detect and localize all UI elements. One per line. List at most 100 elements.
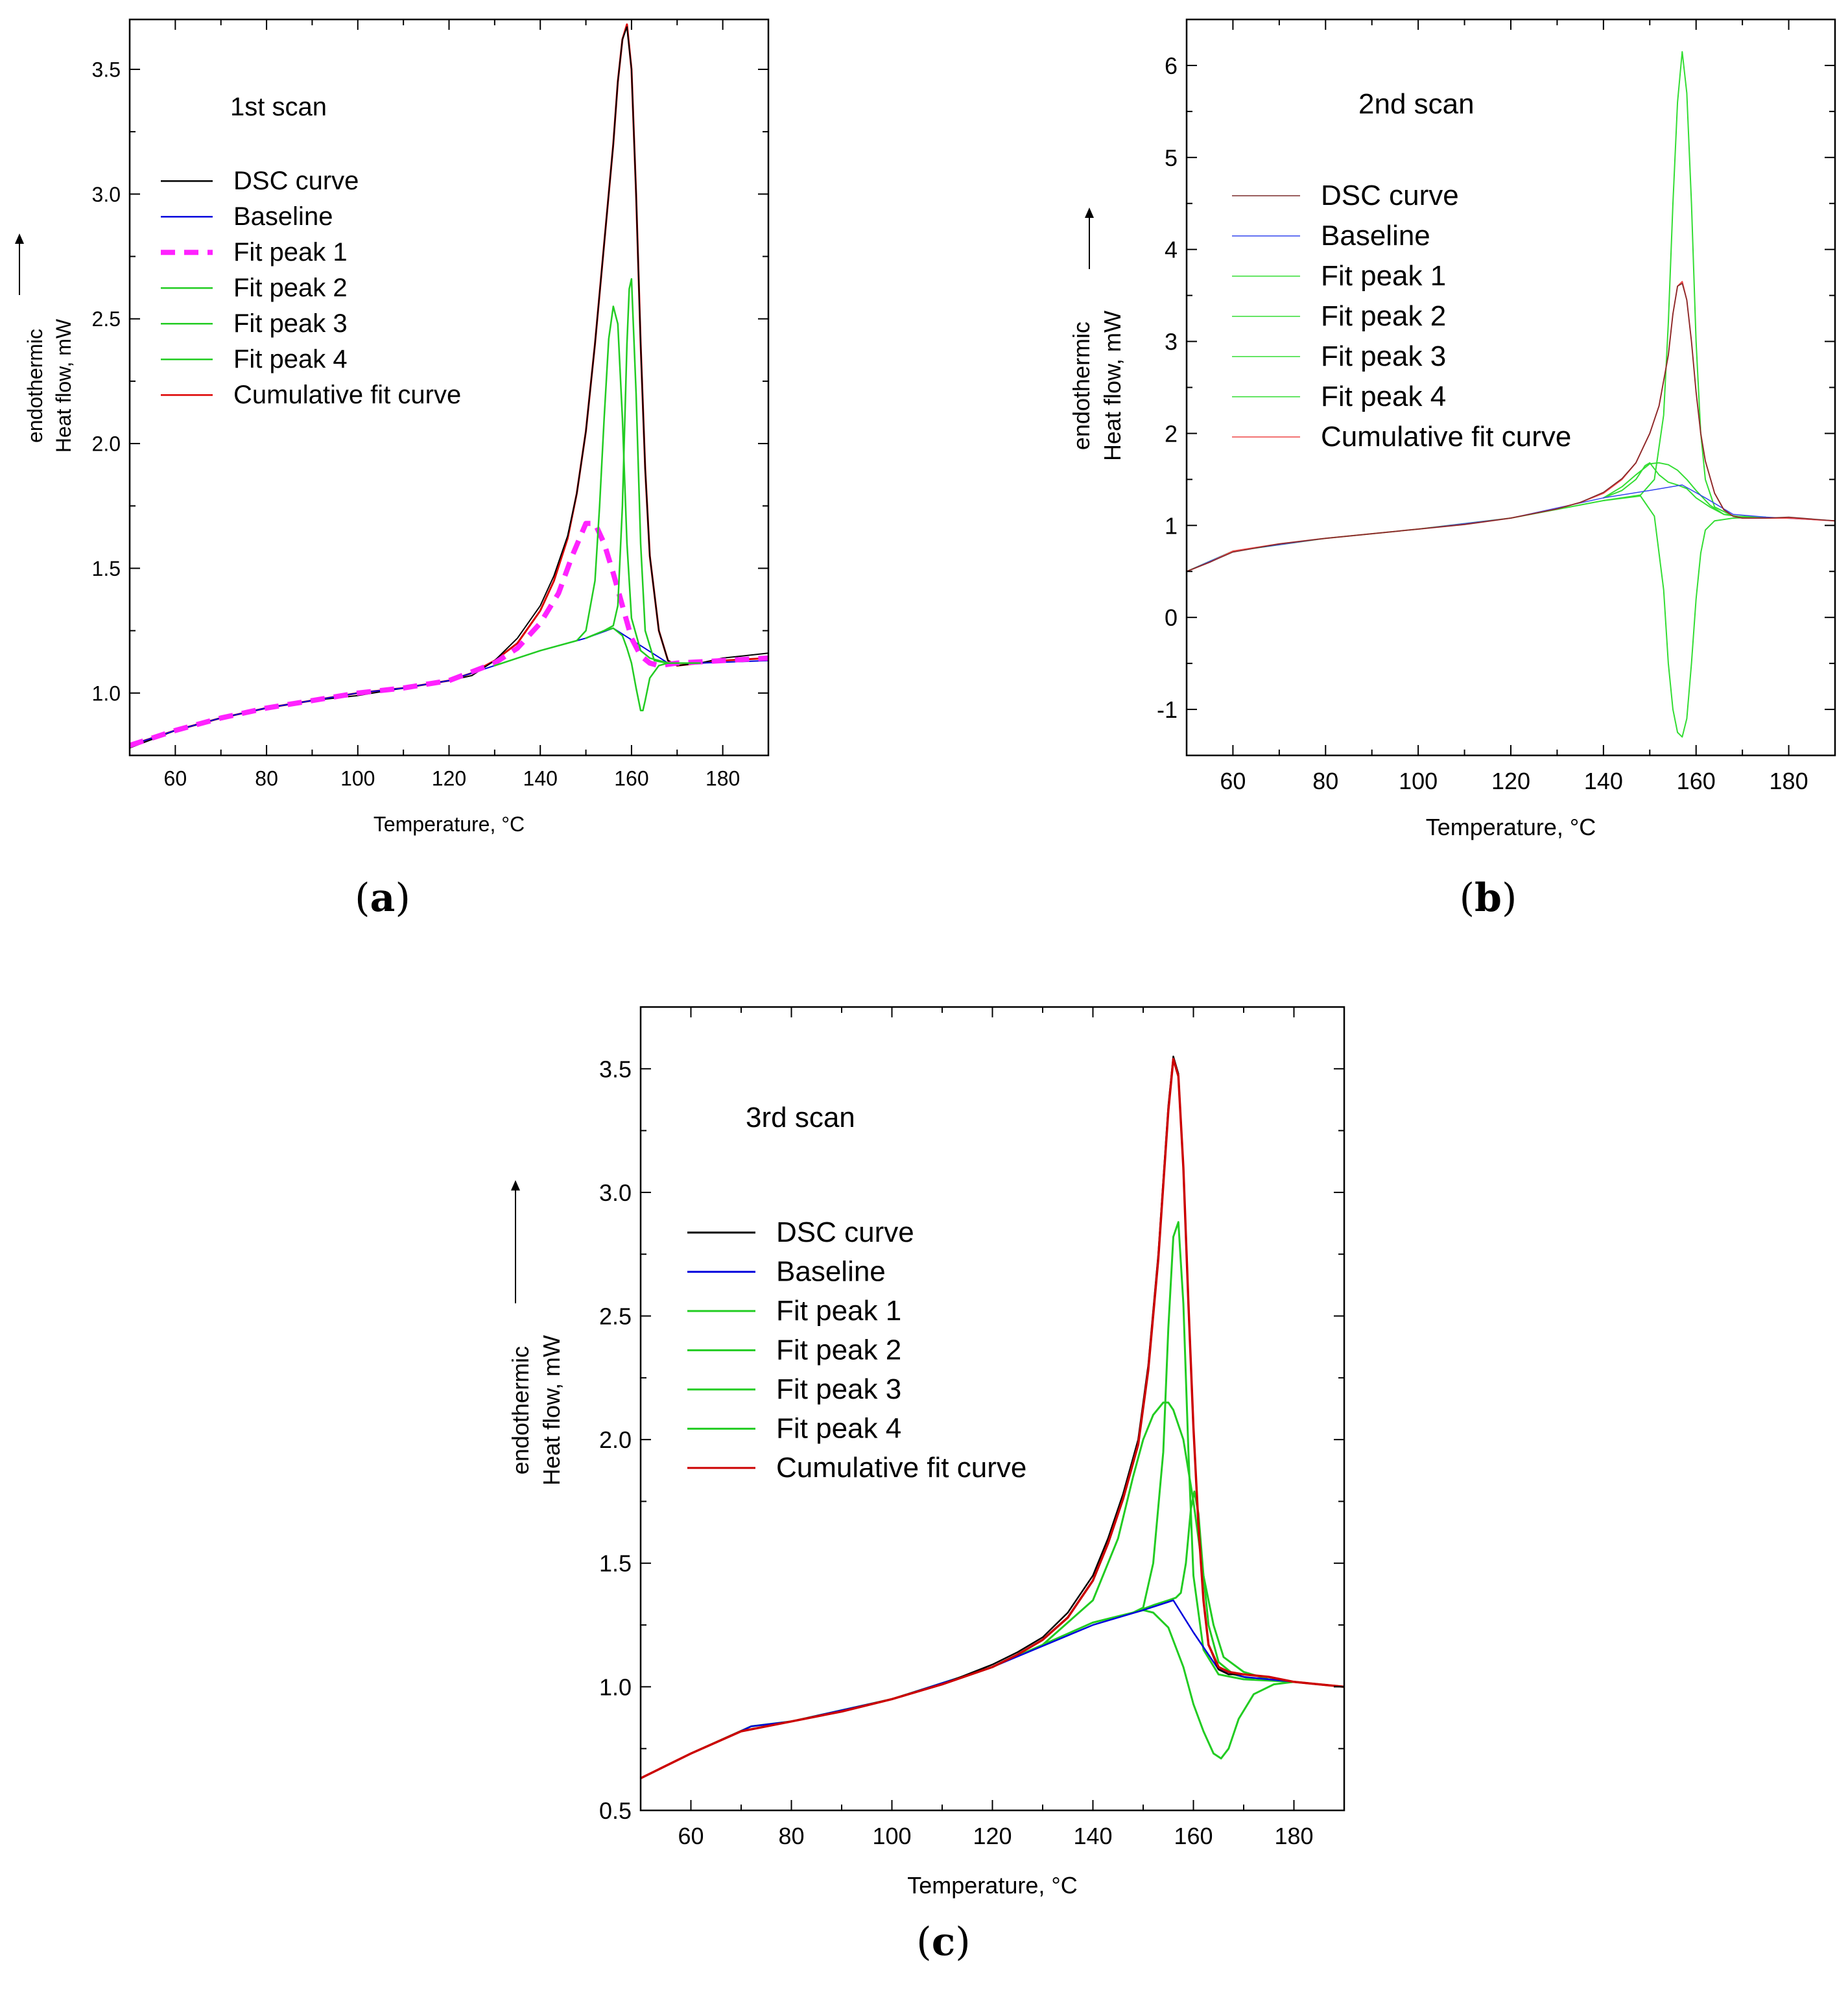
series-fit-peak-3 xyxy=(1602,462,1744,518)
panel-label: (a) xyxy=(355,875,410,921)
x-tick-label: 60 xyxy=(1220,768,1246,794)
x-tick-label: 60 xyxy=(678,1823,704,1849)
y-axis-title-heat-flow: Heat flow, mW xyxy=(538,1335,565,1486)
x-tick-label: 160 xyxy=(614,766,648,790)
x-axis-title: Temperature, °C xyxy=(907,1872,1078,1899)
series-dsc-curve xyxy=(641,1055,1344,1779)
panel-label-open: ( xyxy=(1460,875,1475,921)
legend-label: DSC curve xyxy=(1321,180,1459,211)
x-tick-label: 140 xyxy=(523,766,558,790)
y-axis-title-endothermic: endothermic xyxy=(507,1346,534,1475)
x-tick-label: 80 xyxy=(1312,768,1338,794)
y-tick-label: 1 xyxy=(1165,512,1178,539)
series-fit-peak-1 xyxy=(1187,51,1766,573)
y-tick-label: 2.5 xyxy=(599,1303,632,1329)
legend-label: Baseline xyxy=(233,202,333,231)
legend-label: Cumulative fit curve xyxy=(1321,421,1571,453)
y-tick-label: 6 xyxy=(1165,53,1178,79)
legend-label: Fit peak 4 xyxy=(1321,381,1446,412)
series-dsc-curve xyxy=(1187,283,1835,573)
x-tick-label: 160 xyxy=(1174,1823,1213,1849)
x-tick-label: 100 xyxy=(872,1823,911,1849)
y-tick-label: 4 xyxy=(1165,237,1178,263)
y-axis-title-endothermic: endothermic xyxy=(1068,322,1095,450)
x-tick-label: 140 xyxy=(1584,768,1623,794)
series-baseline xyxy=(1187,484,1835,573)
series-fit-peak-1 xyxy=(641,1221,1344,1779)
legend-label: Baseline xyxy=(776,1256,886,1288)
y-tick-label: 0 xyxy=(1165,604,1178,631)
y-tick-label: 1.5 xyxy=(92,557,121,580)
legend-label: Fit peak 4 xyxy=(233,345,348,373)
series-fit-peak-1 xyxy=(130,521,768,748)
y-axis-title-heat-flow: Heat flow, mW xyxy=(52,318,75,453)
series-fit-peak-2 xyxy=(493,305,669,667)
y-tick-label: 1.0 xyxy=(599,1674,632,1700)
x-tick-label: 180 xyxy=(1770,768,1808,794)
scan-label: 2nd scan xyxy=(1358,88,1475,120)
x-tick-label: 120 xyxy=(1491,768,1530,794)
panel-label-close: ) xyxy=(955,1919,970,1965)
legend-label: Fit peak 1 xyxy=(233,238,348,267)
y-tick-label: 5 xyxy=(1165,145,1178,171)
x-tick-label: 100 xyxy=(1399,768,1438,794)
panel-label-close: ) xyxy=(395,875,410,921)
legend-label: Fit peak 2 xyxy=(1321,300,1446,332)
y-tick-label: 1.0 xyxy=(92,681,121,705)
legend-label: Fit peak 3 xyxy=(1321,340,1446,372)
y-tick-label: -1 xyxy=(1157,696,1178,723)
scan-label: 3rd scan xyxy=(746,1102,855,1133)
series-dsc-curve xyxy=(130,26,768,749)
legend-label: Baseline xyxy=(1321,220,1430,252)
series-group xyxy=(130,23,768,749)
y-tick-label: 3.0 xyxy=(599,1179,632,1206)
chart-panel-2: 60 80 100 120 140 160 180 -1 0 1 2 3 4 5 6 Temperature,… xyxy=(1068,18,1836,921)
x-tick-label: 160 xyxy=(1677,768,1716,794)
x-tick-label: 140 xyxy=(1073,1823,1112,1849)
y-tick-label: 3.0 xyxy=(92,183,121,206)
y-tick-label: 1.5 xyxy=(599,1550,632,1577)
series-fit-peak-4 xyxy=(1092,1609,1344,1760)
panel-label-open: ( xyxy=(916,1919,931,1965)
x-tick-label: 100 xyxy=(340,766,375,790)
series-fit-peak-2 xyxy=(1602,495,1766,738)
series-group xyxy=(641,1055,1344,1780)
y-axis-title-heat-flow: Heat flow, mW xyxy=(1099,311,1126,461)
series-baseline xyxy=(130,627,768,746)
legend-label: DSC curve xyxy=(233,167,359,195)
series-cumulative-fit-curve xyxy=(641,1058,1344,1780)
y-tick-label: 0.5 xyxy=(599,1797,632,1824)
panel-label-close: ) xyxy=(1502,875,1517,921)
panel-label: (b) xyxy=(1460,875,1517,921)
legend-label: Fit peak 1 xyxy=(1321,260,1446,292)
series-baseline xyxy=(641,1599,1344,1779)
x-tick-label: 180 xyxy=(1274,1823,1313,1849)
series-fit-peak-4 xyxy=(585,627,701,711)
x-tick-label: 60 xyxy=(164,766,187,790)
x-tick-label: 180 xyxy=(705,766,740,790)
legend-label: Fit peak 3 xyxy=(233,309,348,338)
panel-label-letter: c xyxy=(932,1919,956,1965)
endothermic-arrow-head xyxy=(511,1180,520,1190)
plot-frame xyxy=(1185,18,1836,757)
x-tick-label: 120 xyxy=(973,1823,1012,1849)
legend-label: Cumulative fit curve xyxy=(776,1452,1026,1484)
endothermic-arrow-head xyxy=(15,233,24,244)
chart-panel-1: 60 80 100 120 140 160 180 1.0 1.5 2.0 2.5 3.0 3.5 Tem… xyxy=(15,18,770,921)
scan-label: 1st scan xyxy=(230,93,327,121)
legend-label: Fit peak 2 xyxy=(776,1334,901,1366)
x-tick-label: 80 xyxy=(778,1823,804,1849)
panel-label-open: ( xyxy=(355,875,370,921)
x-tick-label: 120 xyxy=(432,766,466,790)
y-axis-title-endothermic: endothermic xyxy=(23,329,47,443)
y-tick-label: 3.5 xyxy=(599,1056,632,1082)
series-fit-peak-3 xyxy=(1132,1490,1255,1681)
panel-label: (c) xyxy=(916,1919,970,1965)
y-tick-label: 2.5 xyxy=(92,307,121,331)
legend-label: Fit peak 3 xyxy=(776,1373,901,1405)
endothermic-arrow-head xyxy=(1085,207,1094,218)
y-tick-label: 3.5 xyxy=(92,58,121,81)
legend-label: Cumulative fit curve xyxy=(233,381,461,409)
series-fit-peak-2 xyxy=(1041,1401,1344,1688)
series-fit-peak-3 xyxy=(585,278,669,664)
